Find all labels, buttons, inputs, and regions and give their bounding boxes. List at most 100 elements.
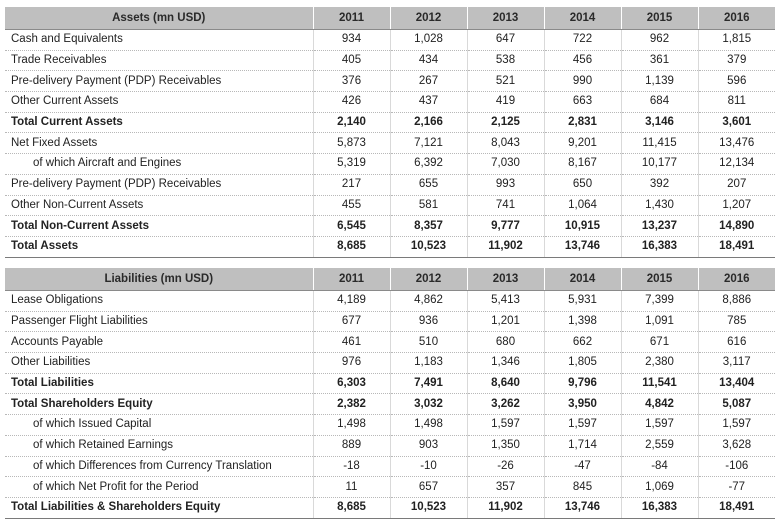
table-row: of which Issued Capital 1,498 1,498 1,597 1,… <box>5 414 775 436</box>
value-cell: 2,125 <box>467 112 545 134</box>
table-row: of which Differences from Currency Trans… <box>5 456 775 478</box>
value-cell: 455 <box>313 195 391 217</box>
value-cell: 5,873 <box>313 132 391 155</box>
value-cell: -106 <box>698 456 775 478</box>
row-label: Net Fixed Assets <box>5 132 314 155</box>
value-cell: 1,069 <box>621 476 699 498</box>
liabilities-body: Lease Obligations 4,189 4,862 5,413 5,931 7,3… <box>5 290 775 519</box>
value-cell: 990 <box>544 70 622 93</box>
row-label: Total Liabilities <box>5 373 314 395</box>
value-cell: -47 <box>544 456 622 478</box>
value-cell: 936 <box>390 311 468 333</box>
table-row: Pre-delivery Payment (PDP) Receivables 21… <box>5 174 775 196</box>
value-cell: 392 <box>621 174 699 196</box>
value-cell: 1,350 <box>467 435 545 457</box>
value-cell: 811 <box>698 91 775 113</box>
value-cell: 10,523 <box>390 236 468 258</box>
value-cell: 437 <box>390 91 468 113</box>
value-cell: 10,177 <box>621 153 699 175</box>
value-cell: 11,902 <box>467 497 545 519</box>
value-cell: 616 <box>698 331 775 354</box>
table-row: Passenger Flight Liabilities 677 936 1,201 1… <box>5 311 775 333</box>
value-cell: 510 <box>390 331 468 354</box>
value-cell: 1,207 <box>698 195 775 217</box>
value-cell: 581 <box>390 195 468 217</box>
value-cell: 1,064 <box>544 195 622 217</box>
value-cell: 2,166 <box>390 112 468 134</box>
value-cell: 405 <box>313 50 391 72</box>
value-cell: 6,545 <box>313 215 391 237</box>
assets-year-header: 2015 <box>621 7 699 30</box>
value-cell: 7,030 <box>467 153 545 175</box>
liabilities-header-row: Liabilities (mn USD) 2011 2012 2013 2014… <box>5 268 775 291</box>
value-cell: 1,346 <box>467 352 545 374</box>
value-cell: 5,931 <box>544 290 622 312</box>
value-cell: 14,890 <box>698 215 775 237</box>
table-row: of which Retained Earnings 889 903 1,350 1,7… <box>5 435 775 457</box>
value-cell: 8,167 <box>544 153 622 175</box>
value-cell: 680 <box>467 331 545 354</box>
value-cell: 671 <box>621 331 699 354</box>
value-cell: 7,399 <box>621 290 699 312</box>
table-row: Total Non-Current Assets 6,545 8,357 9,777 1… <box>5 215 775 237</box>
value-cell: 677 <box>313 311 391 333</box>
value-cell: 7,121 <box>390 132 468 155</box>
value-cell: 3,601 <box>698 112 775 134</box>
value-cell: 419 <box>467 91 545 113</box>
table-row: of which Aircraft and Engines 5,319 6,392 7… <box>5 153 775 175</box>
table-row: Accounts Payable 461 510 680 662 671 616 <box>5 331 775 354</box>
table-row: Total Assets 8,685 10,523 11,902 13,746 16,38… <box>5 236 775 258</box>
liabilities-year-header: 2014 <box>544 268 622 291</box>
value-cell: 361 <box>621 50 699 72</box>
row-label: Total Assets <box>5 236 314 258</box>
value-cell: 11,541 <box>621 373 699 395</box>
value-cell: 6,392 <box>390 153 468 175</box>
value-cell: 8,685 <box>313 497 391 519</box>
value-cell: 3,262 <box>467 393 545 416</box>
value-cell: 657 <box>390 476 468 498</box>
value-cell: 1,597 <box>698 414 775 436</box>
table-row: Pre-delivery Payment (PDP) Receivables 37… <box>5 70 775 93</box>
value-cell: 426 <box>313 91 391 113</box>
row-label: Other Non-Current Assets <box>5 195 314 217</box>
assets-year-header: 2011 <box>313 7 391 30</box>
value-cell: 684 <box>621 91 699 113</box>
row-label: Total Shareholders Equity <box>5 393 314 416</box>
value-cell: 8,357 <box>390 215 468 237</box>
value-cell: 13,404 <box>698 373 775 395</box>
value-cell: 3,950 <box>544 393 622 416</box>
value-cell: 8,043 <box>467 132 545 155</box>
value-cell: -18 <box>313 456 391 478</box>
value-cell: 1,714 <box>544 435 622 457</box>
value-cell: 7,491 <box>390 373 468 395</box>
row-label: Pre-delivery Payment (PDP) Receivables <box>5 174 314 196</box>
table-row: Other Current Assets 426 437 419 663 684 811 <box>5 91 775 113</box>
value-cell: 16,383 <box>621 236 699 258</box>
value-cell: 16,383 <box>621 497 699 519</box>
value-cell: 9,777 <box>467 215 545 237</box>
value-cell: 2,831 <box>544 112 622 134</box>
row-label: Total Current Assets <box>5 112 314 134</box>
table-row: Other Liabilities 976 1,183 1,346 1,805 2,380… <box>5 352 775 374</box>
value-cell: 962 <box>621 29 699 51</box>
value-cell: -26 <box>467 456 545 478</box>
value-cell: 976 <box>313 352 391 374</box>
value-cell: 8,886 <box>698 290 775 312</box>
value-cell: 18,491 <box>698 236 775 258</box>
value-cell: 741 <box>467 195 545 217</box>
value-cell: 655 <box>390 174 468 196</box>
value-cell: 845 <box>544 476 622 498</box>
value-cell: 379 <box>698 50 775 72</box>
liabilities-year-header: 2015 <box>621 268 699 291</box>
row-label: Lease Obligations <box>5 290 314 312</box>
value-cell: 785 <box>698 311 775 333</box>
value-cell: 1,597 <box>621 414 699 436</box>
value-cell: 267 <box>390 70 468 93</box>
value-cell: 9,201 <box>544 132 622 155</box>
liabilities-year-header: 2012 <box>390 268 468 291</box>
value-cell: 10,915 <box>544 215 622 237</box>
value-cell: 2,382 <box>313 393 391 416</box>
value-cell: 8,640 <box>467 373 545 395</box>
value-cell: 376 <box>313 70 391 93</box>
value-cell: 4,189 <box>313 290 391 312</box>
